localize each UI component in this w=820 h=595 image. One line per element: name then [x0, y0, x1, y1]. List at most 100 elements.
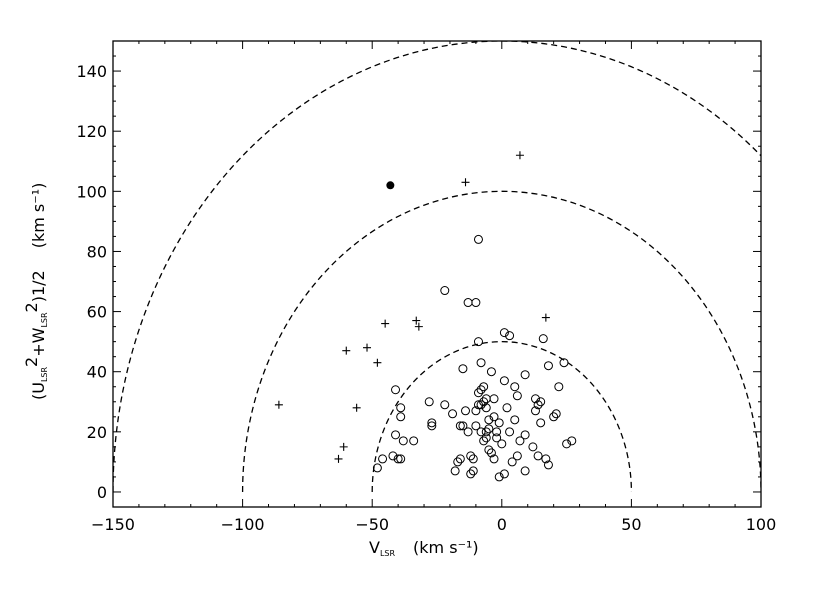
open-circle-point: [409, 436, 419, 446]
open-circle-point: [391, 430, 401, 440]
y-tick-label: 60: [87, 303, 107, 322]
open-circle-point: [471, 421, 481, 431]
open-circle-point: [567, 436, 577, 446]
x-tick-label: 0: [497, 515, 507, 534]
open-circle-point: [458, 421, 468, 431]
open-circle-point: [538, 334, 548, 344]
open-circle-point: [479, 382, 489, 392]
plus-point: [363, 343, 372, 352]
open-circle-point: [533, 400, 543, 410]
open-circle-point: [458, 364, 468, 374]
open-circle-point: [541, 454, 551, 464]
open-circle-point: [510, 382, 520, 392]
open-circle-point: [471, 406, 481, 416]
open-circle-point: [499, 376, 509, 386]
open-circle-point: [398, 436, 408, 446]
open-circle-point: [455, 421, 465, 431]
y-tick-label: 20: [87, 423, 107, 442]
open-circle-point: [512, 391, 522, 401]
y-tick-label: 40: [87, 363, 107, 382]
open-circle-point: [484, 424, 494, 434]
open-circle-point: [505, 331, 515, 341]
open-circle-point: [502, 403, 512, 413]
open-circle-point: [536, 418, 546, 428]
open-circle-point: [440, 286, 450, 296]
open-circle-point: [476, 358, 486, 368]
plus-point: [515, 151, 524, 160]
open-circle-point: [396, 403, 406, 413]
open-circle-point: [499, 328, 509, 338]
open-circle-point: [551, 409, 561, 419]
open-circle-point: [391, 385, 401, 395]
open-circle-point: [507, 457, 517, 467]
open-circle-point: [481, 403, 491, 413]
plus-point: [339, 442, 348, 451]
open-circle-point: [536, 397, 546, 407]
y-tick-label: 80: [87, 242, 107, 261]
open-circle-point: [520, 370, 530, 380]
open-circle-point: [450, 466, 460, 476]
open-circle-point: [378, 454, 388, 464]
open-circle-point: [530, 406, 540, 416]
open-circle-point: [562, 439, 572, 449]
open-circle-point: [476, 427, 486, 437]
open-circle-point: [468, 454, 478, 464]
open-circle-point: [512, 451, 522, 461]
y-tick-label: 120: [76, 122, 107, 141]
open-circle-point: [543, 460, 553, 470]
open-circle-point: [463, 427, 473, 437]
open-circle-point: [471, 298, 481, 308]
x-tick-label: 100: [746, 515, 777, 534]
plus-point: [381, 319, 390, 328]
open-circle-point: [489, 394, 499, 404]
y-tick-label: 140: [76, 62, 107, 81]
open-circle-point: [427, 418, 437, 428]
dashed-reference-circle: [241, 190, 761, 492]
data-points: [274, 151, 577, 482]
open-circle-point: [473, 234, 483, 244]
open-circle-point: [489, 412, 499, 422]
dashed-reference-circle: [371, 341, 633, 492]
tick-labels: −150 −100 −50 0 50 100 0 20 40 60 80 100 120 140: [76, 62, 776, 534]
open-circle-point: [543, 361, 553, 371]
plot-frame: [112, 40, 762, 508]
open-circle-point: [440, 400, 450, 410]
x-tick-label: −100: [221, 515, 265, 534]
open-circle-point: [515, 436, 525, 446]
open-circle-point: [489, 454, 499, 464]
open-circle-point: [528, 442, 538, 452]
open-circle-point: [520, 430, 530, 440]
open-circle-point: [481, 433, 491, 443]
x-axis-label: VLSR (km s⁻¹): [369, 538, 479, 558]
open-circle-point: [427, 421, 437, 431]
open-circle-point: [476, 400, 486, 410]
open-circle-point: [424, 397, 434, 407]
open-circle-point: [372, 463, 382, 473]
open-circle-point: [494, 418, 504, 428]
open-circle-point: [559, 358, 569, 368]
y-tick-label: 100: [76, 182, 107, 201]
open-circle-point: [476, 385, 486, 395]
open-circle-point: [396, 454, 406, 464]
open-circle-point: [388, 451, 398, 461]
open-circle-point: [466, 469, 476, 479]
open-circle-point: [510, 415, 520, 425]
open-circle-point: [448, 409, 458, 419]
open-circle-point: [455, 454, 465, 464]
plus-point: [414, 322, 423, 331]
open-circle-point: [554, 382, 564, 392]
open-circle-point: [486, 367, 496, 377]
open-circle-point: [492, 433, 502, 443]
open-circle-point: [473, 337, 483, 347]
open-circle-point: [393, 454, 403, 464]
open-circle-point: [486, 448, 496, 458]
open-circle-point: [466, 451, 476, 461]
plus-point: [461, 178, 470, 187]
open-circle-point: [473, 388, 483, 398]
open-circle-point: [468, 466, 478, 476]
y-tick-label: 0: [97, 483, 107, 502]
open-circle-point: [549, 412, 559, 422]
open-circle-point: [481, 427, 491, 437]
open-circle-point: [499, 469, 509, 479]
